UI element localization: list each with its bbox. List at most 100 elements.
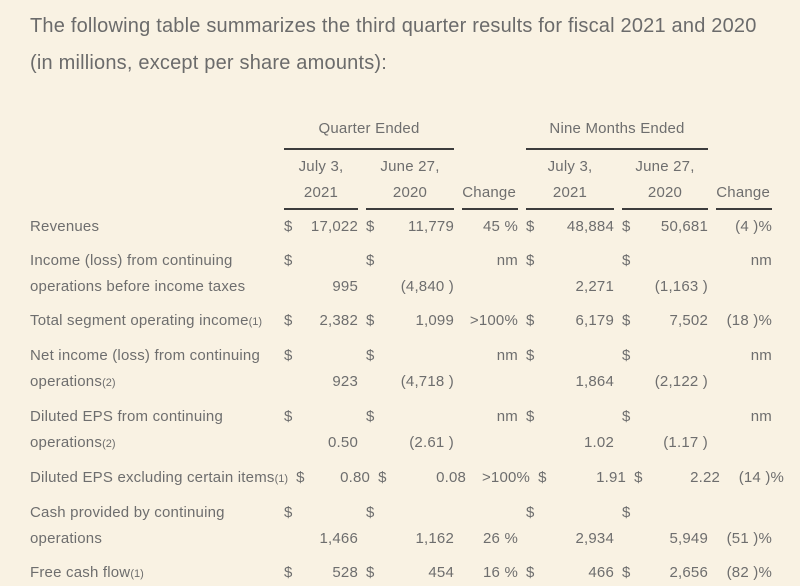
- group-header-nine-months-ended: Nine Months Ended: [526, 116, 708, 150]
- currency-symbol: $: [622, 347, 631, 364]
- currency-symbol: $: [366, 408, 375, 425]
- money-cell: $528: [284, 560, 358, 586]
- change-cell: (51 )%: [716, 500, 772, 552]
- money-cell: $17,022: [284, 214, 358, 240]
- cell-value: 17,022: [310, 218, 358, 235]
- cell-value: (1,163 ): [654, 278, 708, 295]
- money-cell: $ (2,122 ): [622, 343, 708, 396]
- currency-symbol: $: [622, 312, 631, 329]
- column-header-date: July 3, 2021: [284, 154, 358, 210]
- currency-symbol: $: [622, 252, 631, 269]
- row-label-line2: operations before income taxes: [30, 278, 246, 295]
- money-cell: $1,099: [366, 308, 454, 335]
- cell-value: (2,122 ): [654, 373, 708, 390]
- change-cell: nm: [462, 248, 518, 300]
- currency-symbol: $: [284, 408, 293, 425]
- currency-symbol: $: [366, 504, 375, 521]
- change-value: nm: [750, 347, 772, 364]
- change-cell: 45 %: [462, 214, 518, 240]
- footnote-marker: (2): [102, 377, 116, 389]
- column-header-date-line2: 2021: [552, 184, 588, 201]
- change-value: nm: [496, 408, 518, 425]
- change-value: nm: [496, 252, 518, 269]
- money-cell: $1.91: [538, 465, 626, 492]
- money-cell: $2,934: [526, 500, 614, 552]
- change-cell: 26 %: [462, 500, 518, 552]
- table-row: Net income (loss) from continuing operati…: [30, 339, 772, 400]
- footnote-marker: (1): [274, 473, 289, 485]
- column-header-date-line1: June 27,: [635, 158, 695, 175]
- money-cell: $7,502: [622, 308, 708, 335]
- change-value: (51 )%: [726, 530, 772, 547]
- column-header-date-line1: July 3,: [298, 158, 344, 175]
- money-cell: $0.08: [378, 465, 466, 492]
- change-cell: nm: [716, 404, 772, 457]
- cell-value: 5,949: [669, 530, 708, 547]
- row-label-line1: Cash provided by continuing: [30, 504, 225, 521]
- row-label-line1: Diluted EPS from continuing: [30, 408, 223, 425]
- cell-value: 995: [332, 278, 358, 295]
- currency-symbol: $: [538, 469, 547, 486]
- row-label-line2: operations: [30, 530, 103, 547]
- table-caption: The following table summarizes the third…: [30, 15, 757, 74]
- cell-value: 923: [332, 373, 358, 390]
- money-cell: $454: [366, 560, 454, 586]
- change-cell: (18 )%: [716, 308, 772, 335]
- group-header-quarter-ended: Quarter Ended: [284, 116, 454, 150]
- row-label: Revenues: [30, 214, 276, 240]
- cell-value: 0.08: [436, 469, 467, 486]
- column-header-row: July 3, 2021 June 27, 2020 Change July 3, 2021…: [30, 154, 772, 210]
- group-header-spacer: [30, 116, 276, 150]
- currency-symbol: $: [366, 564, 375, 581]
- column-header-change-label: Change: [716, 184, 770, 201]
- table-row: Free cash flow(1) $528 $454 16 % $466 $2,656(…: [30, 556, 772, 586]
- column-header-date: June 27, 2020: [366, 154, 454, 210]
- column-header-date-line2: 2021: [303, 184, 339, 201]
- money-cell: $ (2.61 ): [366, 404, 454, 457]
- cell-value: (1.17 ): [663, 434, 708, 451]
- table-row: Income (loss) from continuing operations …: [30, 244, 772, 304]
- table-row: Revenues $17,022 $11,779 45 % $48,884 $50,681…: [30, 210, 772, 244]
- currency-symbol: $: [526, 504, 535, 521]
- change-value: (18 )%: [726, 312, 772, 329]
- money-cell: $2.22: [634, 465, 720, 492]
- cell-value: 1.91: [596, 469, 627, 486]
- currency-symbol: $: [366, 347, 375, 364]
- money-cell: $ (1,163 ): [622, 248, 708, 300]
- row-label: Total segment operating income(1): [30, 308, 276, 335]
- row-label-line2: operations(2): [30, 434, 116, 451]
- change-cell: nm: [716, 343, 772, 396]
- row-label-text: Diluted EPS excluding certain items(1): [30, 469, 289, 486]
- column-group-header-row: Quarter Ended Nine Months Ended: [30, 116, 772, 150]
- column-header-date-line2: 2020: [392, 184, 428, 201]
- change-cell: nm: [462, 343, 518, 396]
- column-header-change: Change: [462, 154, 518, 210]
- change-value: >100%: [481, 469, 531, 486]
- change-cell: >100%: [474, 465, 530, 492]
- cell-value: 1,466: [319, 530, 358, 547]
- row-label-line1: Net income (loss) from continuing: [30, 347, 261, 364]
- money-cell: $ (4,718 ): [366, 343, 454, 396]
- change-value: 26 %: [483, 530, 518, 547]
- table-row: Diluted EPS excluding certain items(1) $0…: [30, 461, 784, 496]
- row-label-text: Free cash flow(1): [30, 564, 144, 581]
- cell-value: (4,840 ): [400, 278, 454, 295]
- cell-value: 1,099: [415, 312, 454, 329]
- money-cell: $ (1.17 ): [622, 404, 708, 457]
- currency-symbol: $: [366, 312, 375, 329]
- cell-value: 2,656: [669, 564, 708, 581]
- money-cell: $923: [284, 343, 358, 396]
- row-label: Diluted EPS excluding certain items(1): [30, 465, 288, 492]
- change-cell: nm: [716, 248, 772, 300]
- change-value: nm: [750, 408, 772, 425]
- currency-symbol: $: [366, 218, 375, 235]
- money-cell: $48,884: [526, 214, 614, 240]
- money-cell: $ (4,840 ): [366, 248, 454, 300]
- cell-value: 1,162: [415, 530, 454, 547]
- cell-value: 2,382: [319, 312, 358, 329]
- cell-value: 7,502: [669, 312, 708, 329]
- money-cell: $2,382: [284, 308, 358, 335]
- currency-symbol: $: [526, 408, 535, 425]
- row-label: Cash provided by continuing operations: [30, 500, 276, 552]
